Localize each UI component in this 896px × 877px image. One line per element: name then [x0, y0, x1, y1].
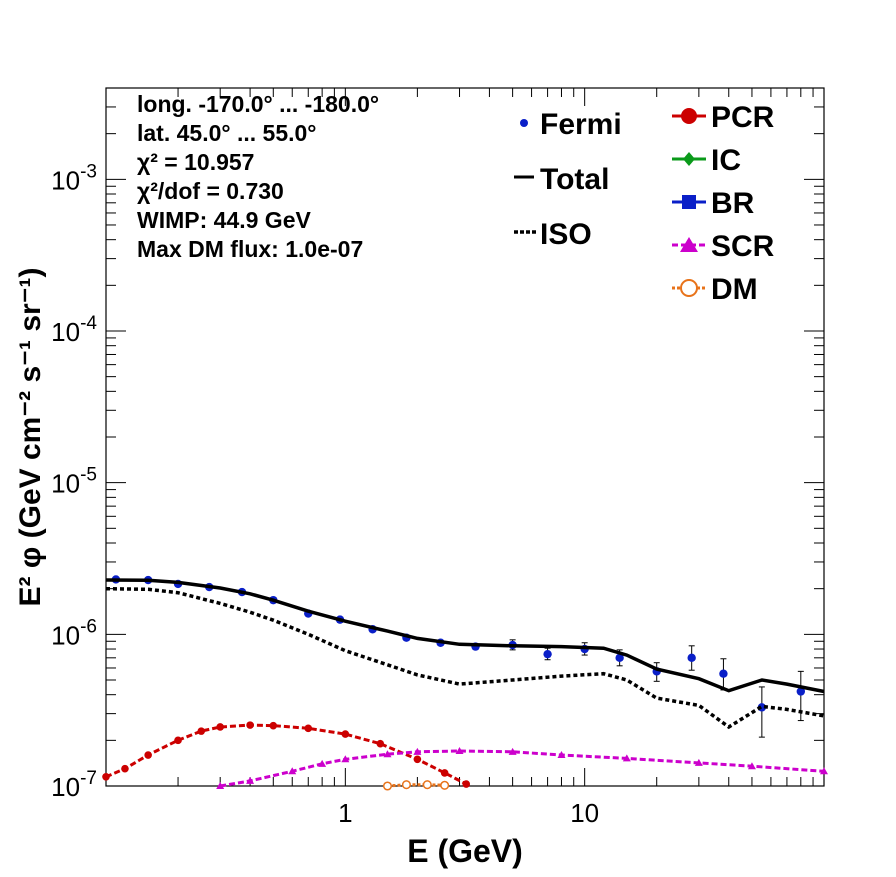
- pcr-marker: [440, 769, 449, 777]
- legend-pcr-marker: [681, 108, 697, 124]
- x-axis-title: E (GeV): [407, 833, 523, 869]
- scr-marker: [747, 762, 756, 770]
- legend-label: Total: [540, 163, 609, 196]
- legend-label: SCR: [711, 230, 775, 263]
- pcr-marker: [269, 721, 278, 730]
- dm-marker: [401, 780, 411, 790]
- scr-marker: [216, 782, 225, 789]
- y-tick-label: 10-3: [51, 161, 97, 195]
- legend-ic-marker: [683, 152, 695, 166]
- annotation-line: lat. 45.0° ... 55.0°: [137, 120, 317, 146]
- legend-label: ISO: [540, 218, 592, 251]
- legend-label: IC: [711, 144, 741, 177]
- annotation-block: long. -170.0° ... -180.0° lat. 45.0° ... …: [137, 91, 379, 262]
- legend-fermi-symbol: [520, 119, 528, 127]
- scr-line: [219, 749, 825, 788]
- pcr-marker: [216, 723, 224, 731]
- legend-left: Fermi Total ISO: [514, 108, 622, 251]
- legend-br-marker: [682, 195, 696, 209]
- fermi-point: [615, 653, 624, 663]
- fermi-point: [687, 653, 696, 663]
- pcr-marker: [102, 772, 110, 781]
- y-tick-labels: 10-7 10-6 10-5 10-4 10-3: [51, 161, 97, 802]
- pcr-marker: [246, 721, 254, 729]
- pcr-marker: [413, 755, 422, 764]
- pcr-marker: [341, 730, 350, 738]
- y-tick-label: 10-7: [51, 768, 97, 802]
- annotation-line: Max DM flux: 1.0e-07: [137, 236, 363, 262]
- legend-label: BR: [711, 187, 755, 220]
- x-tick-label: 1: [338, 798, 352, 828]
- scr-marker: [246, 776, 255, 784]
- scr-marker: [383, 750, 392, 758]
- dm-marker: [382, 781, 393, 791]
- x-tick-label: 10: [570, 798, 599, 828]
- pcr-line: [105, 723, 467, 786]
- legend-scr-marker: [680, 237, 698, 252]
- pcr-marker: [121, 764, 129, 773]
- series-layer: [102, 575, 828, 791]
- annotation-line: χ²/dof = 0.730: [137, 178, 284, 204]
- axis-ticks: [105, 87, 825, 787]
- iso-line: [105, 586, 825, 730]
- legend-label: DM: [711, 273, 758, 306]
- y-axis-title: E² φ (GeV cm⁻² s⁻¹ sr⁻¹): [14, 267, 47, 606]
- fermi-point: [719, 669, 728, 678]
- y-tick-label: 10-4: [51, 313, 97, 347]
- x-tick-labels: 1 10: [338, 798, 599, 828]
- y-tick-label: 10-5: [51, 465, 97, 499]
- dm-marker: [422, 780, 432, 790]
- scr-marker: [341, 755, 350, 763]
- dm-marker: [440, 780, 450, 790]
- legend-dm-marker: [680, 279, 698, 297]
- pcr-marker: [174, 736, 182, 745]
- y-tick-label: 10-6: [51, 616, 97, 650]
- legend-right: PCR IC BR SCR DM: [672, 101, 775, 306]
- legend-label: Fermi: [540, 108, 622, 141]
- scr-marker: [820, 767, 828, 775]
- scr-marker: [508, 747, 517, 755]
- fermi-point: [796, 687, 806, 696]
- scr-marker: [455, 747, 464, 755]
- fermi-point: [543, 649, 552, 659]
- pcr-marker: [144, 751, 152, 759]
- total-line: [105, 578, 825, 694]
- scr-marker: [622, 754, 631, 762]
- scr-marker: [694, 758, 703, 766]
- pcr-marker: [376, 739, 385, 748]
- scr-marker: [318, 759, 327, 767]
- scr-marker: [288, 767, 297, 775]
- legend-label: PCR: [711, 101, 775, 134]
- scr-marker: [413, 747, 422, 755]
- pcr-marker: [462, 780, 471, 788]
- annotation-line: long. -170.0° ... -180.0°: [137, 91, 379, 117]
- annotation-line: WIMP: 44.9 GeV: [137, 207, 311, 233]
- scr-marker: [557, 751, 566, 759]
- pcr-marker: [304, 724, 313, 733]
- annotation-line: χ² = 10.957: [137, 149, 254, 175]
- pcr-marker: [197, 727, 206, 735]
